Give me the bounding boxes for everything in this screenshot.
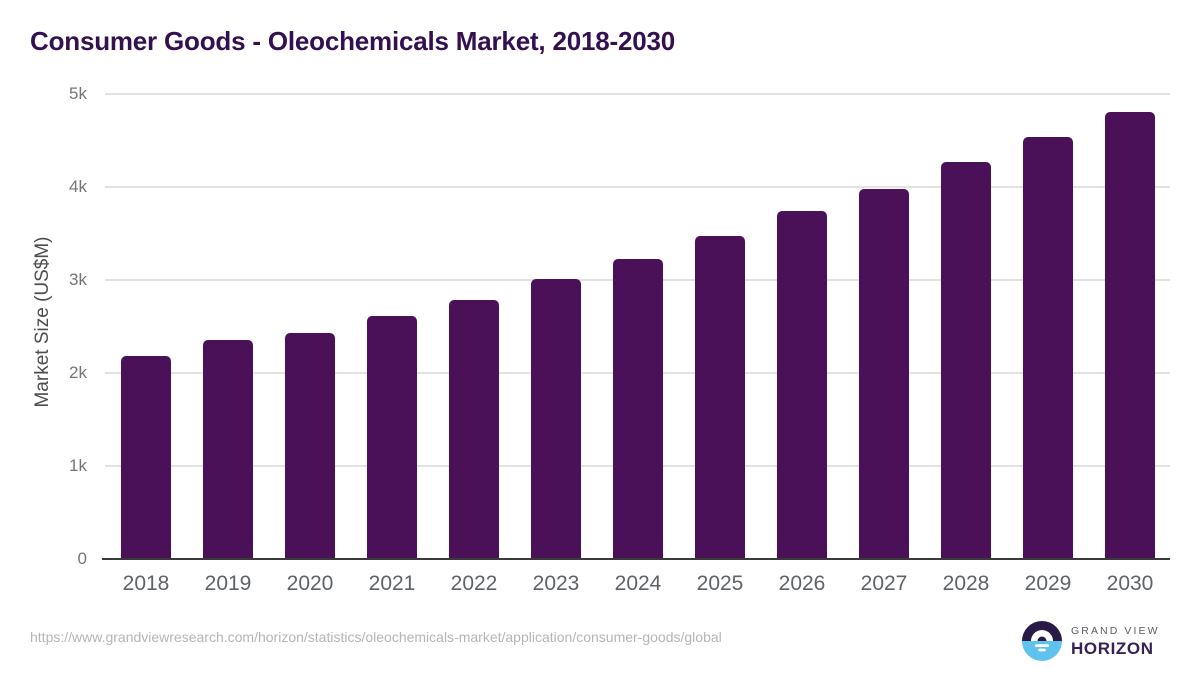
logo-text: GRAND VIEW HORIZON — [1071, 624, 1160, 659]
logo-brand-name: GRAND VIEW — [1071, 624, 1160, 637]
bar-2026[interactable] — [777, 211, 827, 559]
x-tick-label: 2026 — [778, 572, 826, 595]
logo-product-name: HORIZON — [1071, 638, 1154, 658]
bar-2030[interactable] — [1105, 111, 1155, 559]
bar-2025[interactable] — [695, 236, 745, 559]
y-tick-label: 1k — [69, 456, 87, 475]
x-tick-label: 2020 — [286, 572, 334, 595]
plot-area: 0 1k 2k 3k 4k 5k 2018 2019 2020 2021 2022 2023 2024 2… — [69, 84, 1170, 595]
y-tick-label: 2k — [69, 363, 87, 382]
x-tick-label: 2023 — [532, 572, 580, 595]
y-tick-label: 0 — [77, 549, 87, 568]
x-tick-label: 2021 — [368, 572, 416, 595]
bar-2019[interactable] — [203, 340, 253, 559]
x-tick-label: 2018 — [122, 572, 170, 595]
y-tick-label: 3k — [69, 270, 87, 289]
chart-title: Consumer Goods - Oleochemicals Market, 2… — [30, 26, 675, 56]
bar-2024[interactable] — [613, 258, 663, 559]
y-tick-label: 5k — [69, 84, 87, 103]
bar-2029[interactable] — [1023, 136, 1073, 559]
x-tick-label: 2029 — [1024, 572, 1072, 595]
gridline — [105, 93, 1170, 95]
x-tick-label: 2025 — [696, 572, 744, 595]
bar-2018[interactable] — [121, 356, 171, 559]
x-tick-label: 2030 — [1106, 572, 1154, 595]
x-tick-label: 2019 — [204, 572, 252, 595]
bar-2027[interactable] — [859, 188, 909, 559]
bar-2028[interactable] — [941, 161, 991, 559]
x-tick-label: 2022 — [450, 572, 498, 595]
y-tick-label: 4k — [69, 177, 87, 196]
gridline — [105, 186, 1170, 188]
x-tick-label: 2027 — [860, 572, 908, 595]
source-url: https://www.grandviewresearch.com/horizo… — [30, 629, 722, 645]
x-tick-label: 2024 — [614, 572, 662, 595]
bar-2023[interactable] — [531, 279, 581, 559]
x-tick-label: 2028 — [942, 572, 990, 595]
bar-2022[interactable] — [449, 299, 499, 559]
bar-2020[interactable] — [285, 333, 335, 559]
bar-2021[interactable] — [367, 316, 417, 559]
x-axis-line — [102, 558, 1170, 560]
grandview-horizon-logo: GRAND VIEW HORIZON — [1022, 620, 1172, 662]
horizon-sunset-icon — [1022, 621, 1062, 661]
